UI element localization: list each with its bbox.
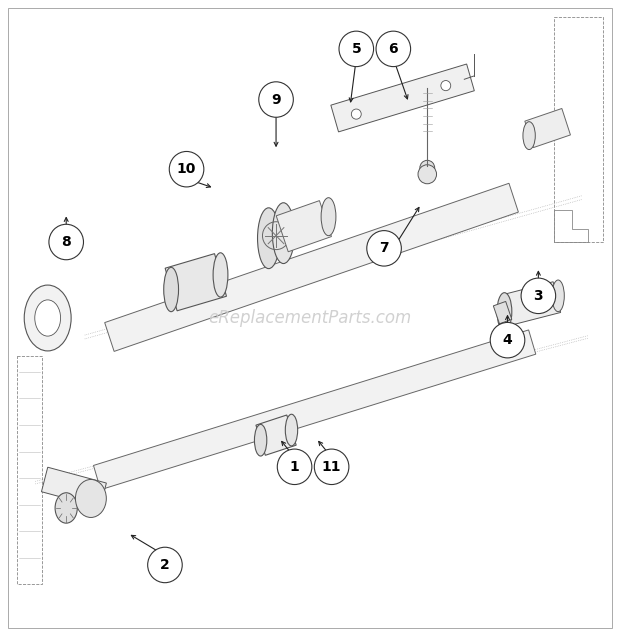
Ellipse shape xyxy=(367,231,401,266)
Ellipse shape xyxy=(272,203,294,263)
Text: 10: 10 xyxy=(177,162,197,176)
Text: 5: 5 xyxy=(352,42,361,56)
Ellipse shape xyxy=(314,449,349,485)
Ellipse shape xyxy=(277,449,312,485)
Ellipse shape xyxy=(213,252,228,297)
Text: 6: 6 xyxy=(389,42,398,56)
Ellipse shape xyxy=(169,151,204,187)
Text: 8: 8 xyxy=(61,235,71,249)
Ellipse shape xyxy=(552,280,564,312)
Ellipse shape xyxy=(376,31,410,67)
Ellipse shape xyxy=(76,480,106,518)
Ellipse shape xyxy=(49,225,84,259)
Ellipse shape xyxy=(148,547,182,583)
Ellipse shape xyxy=(490,322,525,358)
Polygon shape xyxy=(494,301,512,324)
Text: 1: 1 xyxy=(290,460,299,474)
Polygon shape xyxy=(256,415,296,455)
Ellipse shape xyxy=(339,31,374,67)
Ellipse shape xyxy=(254,424,267,456)
Polygon shape xyxy=(331,64,474,132)
Ellipse shape xyxy=(164,267,179,312)
Polygon shape xyxy=(105,183,518,352)
Text: 2: 2 xyxy=(160,558,170,572)
Ellipse shape xyxy=(257,208,280,268)
Ellipse shape xyxy=(441,81,451,91)
Ellipse shape xyxy=(259,82,293,117)
Polygon shape xyxy=(525,109,570,148)
Ellipse shape xyxy=(321,198,336,236)
Polygon shape xyxy=(504,282,560,325)
Text: 3: 3 xyxy=(534,289,543,303)
Polygon shape xyxy=(277,200,332,252)
Ellipse shape xyxy=(35,300,61,336)
Ellipse shape xyxy=(24,285,71,351)
Ellipse shape xyxy=(497,293,512,331)
Ellipse shape xyxy=(352,109,361,119)
Text: 9: 9 xyxy=(271,93,281,107)
Ellipse shape xyxy=(55,493,78,523)
Text: eReplacementParts.com: eReplacementParts.com xyxy=(208,309,412,327)
Text: 7: 7 xyxy=(379,241,389,255)
Text: 11: 11 xyxy=(322,460,342,474)
Polygon shape xyxy=(94,330,536,490)
Ellipse shape xyxy=(523,121,535,149)
Polygon shape xyxy=(165,254,226,311)
Ellipse shape xyxy=(285,414,298,446)
Ellipse shape xyxy=(420,160,435,176)
Polygon shape xyxy=(42,467,107,508)
Text: 4: 4 xyxy=(503,333,512,347)
Ellipse shape xyxy=(418,165,436,184)
Ellipse shape xyxy=(521,278,556,314)
